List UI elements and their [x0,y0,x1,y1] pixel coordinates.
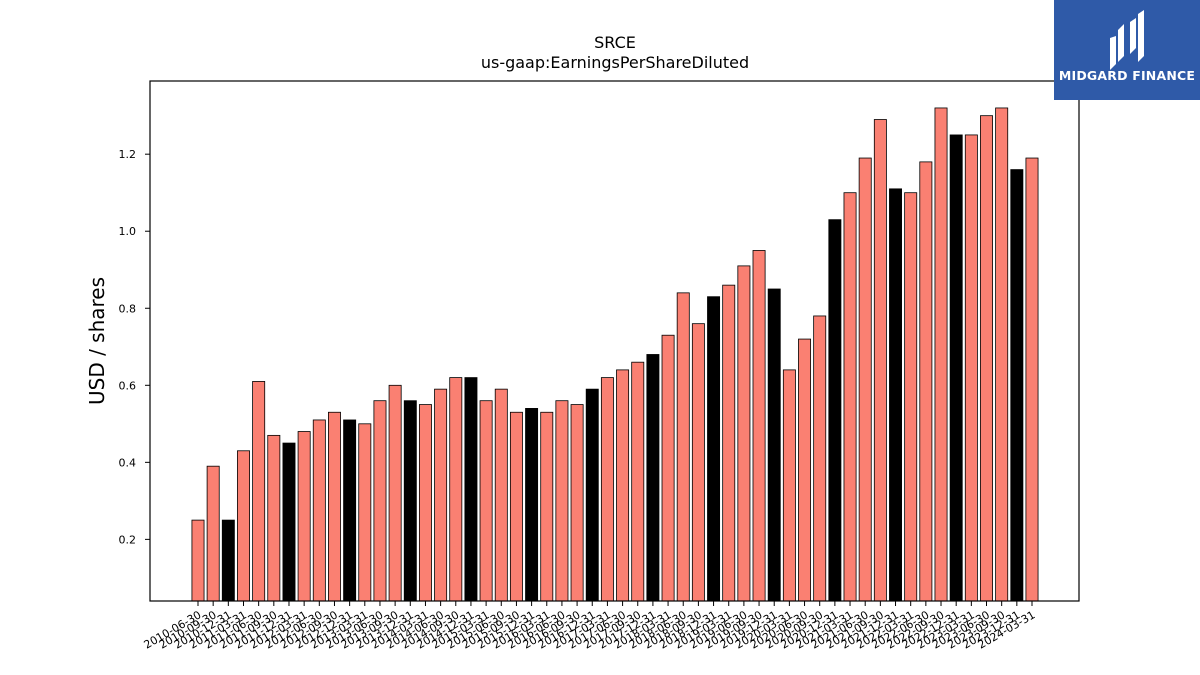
bar-2017-09-30 [631,361,645,602]
bar-2010-06-30 [191,519,205,602]
bar-2020-09-30 [813,315,827,602]
logo-text: MIDGARD FINANCE [1058,68,1196,83]
y-tick-label: 0.4 [119,456,137,469]
x-ticks-group: 2010-06-302010-09-302010-12-312011-03-31… [142,601,1038,652]
bar-2012-12-31 [343,419,357,602]
bar-2021-06-30 [858,157,872,602]
y-axis-label: USD / shares [85,277,109,405]
bar-2018-03-31 [661,334,675,602]
bar-2016-09-30 [570,404,584,602]
bar-2014-06-30 [434,388,448,602]
bar-2019-06-30 [737,265,751,602]
y-tick-label: 0.2 [119,533,137,546]
bar-2010-09-30 [206,465,220,602]
bar-2022-09-30 [934,107,948,602]
bar-2023-03-31 [964,134,978,602]
bar-2015-12-31 [525,408,539,602]
y-tick-label: 0.8 [119,302,137,315]
bar-2023-06-30 [980,115,993,602]
bar-2019-03-31 [722,284,736,602]
bar-2016-03-31 [540,411,554,602]
bar-2012-09-30 [328,411,341,602]
bar-2011-12-31 [282,442,296,602]
bar-2022-03-31 [904,192,918,602]
bar-2021-03-31 [843,192,857,602]
chart-title: SRCE [594,33,636,52]
y-tick-label: 1.2 [119,148,137,161]
y-ticks-group: 0.2 0.4 0.6 0.8 1.0 1.2 [119,148,150,546]
logo-mark-icon [1110,10,1144,70]
bar-2017-12-31 [646,354,660,602]
bar-2015-03-31 [479,400,493,602]
bar-2012-03-31 [297,431,311,602]
bar-2016-06-30 [555,400,569,602]
bar-2020-03-31 [782,369,796,602]
bar-2010-12-31 [221,519,235,602]
bar-2023-12-31 [1010,169,1024,602]
bar-2013-03-31 [358,423,372,602]
bar-2019-12-31 [767,288,781,602]
bar-2019-09-30 [752,250,766,602]
bar-2014-09-30 [449,377,463,602]
bar-2013-09-30 [388,384,402,602]
bar-2021-12-31 [889,188,902,602]
bar-2011-09-30 [267,434,281,602]
bar-2011-06-30 [252,381,266,602]
bars-group [191,107,1039,602]
bar-2022-12-31 [949,134,963,602]
plot-frame [149,80,1080,602]
bar-2016-12-31 [585,388,599,602]
brand-logo: MIDGARD FINANCE [1054,0,1200,100]
bar-2014-03-31 [418,404,432,602]
bar-2023-09-30 [995,107,1009,602]
bar-2017-06-30 [616,369,630,602]
y-tick-label: 0.6 [119,379,137,392]
bar-2018-06-30 [676,292,690,602]
bar-2020-06-30 [798,338,812,602]
chart-subtitle: us-gaap:EarningsPerShareDiluted [481,53,749,72]
y-tick-label: 1.0 [119,225,137,238]
bar-2011-03-31 [237,450,250,602]
bar-2014-12-31 [464,377,478,602]
bar-2022-06-30 [919,161,933,602]
bar-2018-09-30 [691,323,705,602]
bar-2021-09-30 [873,119,887,602]
bar-2013-06-30 [373,400,387,602]
bar-2013-12-31 [403,400,417,602]
bar-2024-03-31 [1025,157,1039,602]
bar-2015-09-30 [509,411,523,602]
bar-2012-06-30 [312,419,326,602]
bar-2018-12-31 [707,296,721,602]
bar-2015-06-30 [494,388,508,602]
bar-2017-03-31 [600,377,614,602]
bar-2020-12-31 [828,219,842,602]
